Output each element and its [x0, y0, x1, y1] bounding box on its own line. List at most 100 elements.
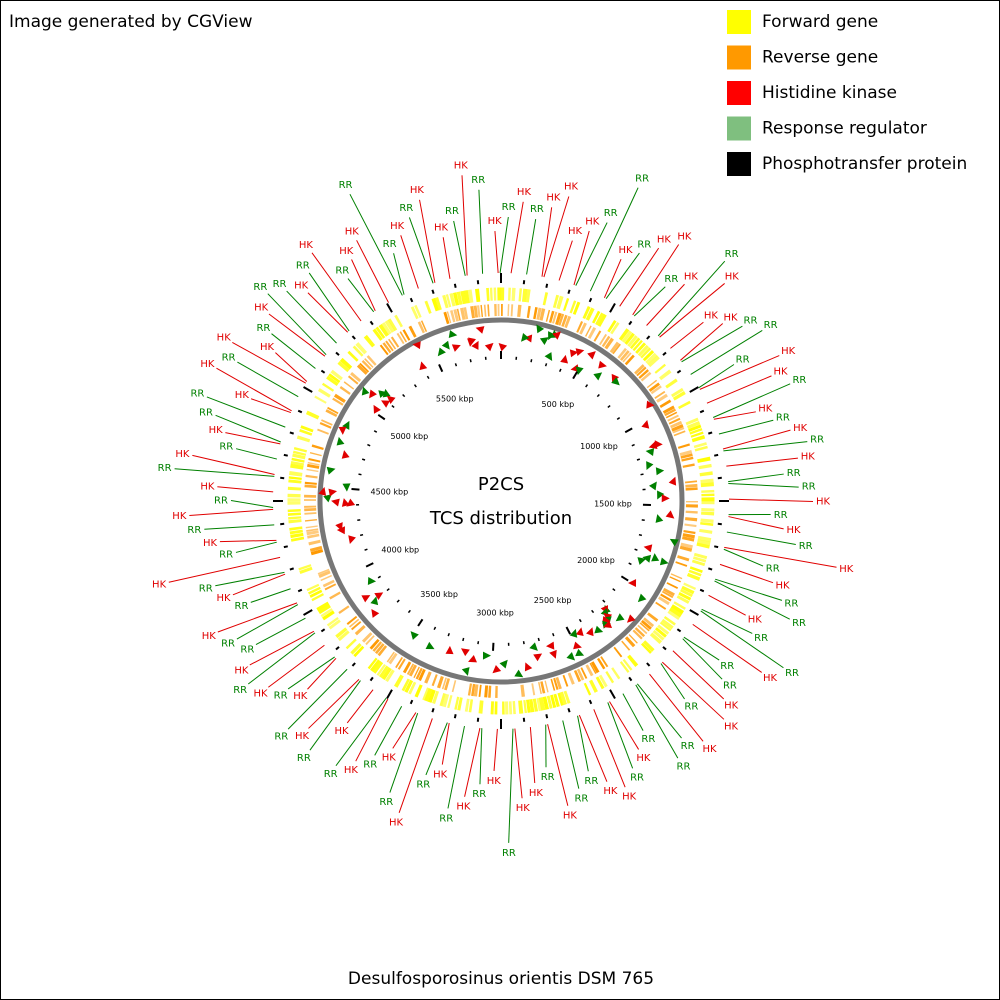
reverse-gene	[637, 624, 648, 635]
scale-tick	[469, 359, 472, 363]
forward-gene	[326, 375, 339, 387]
forward-gene	[394, 314, 403, 328]
forward-gene	[432, 690, 440, 705]
feature-label: HK	[235, 390, 250, 401]
forward-gene	[589, 679, 598, 693]
scale-tick	[386, 588, 390, 592]
feature-leader	[714, 580, 790, 620]
forward-gene	[559, 691, 567, 706]
tcs-marker	[649, 481, 657, 491]
reverse-gene	[661, 590, 674, 599]
feature-label: HK	[433, 769, 448, 780]
feature-label: HK	[382, 753, 397, 764]
forward-gene	[299, 428, 313, 436]
forward-gene	[353, 645, 365, 658]
reverse-gene	[397, 658, 406, 670]
feature-leader	[235, 448, 278, 460]
feature-leader	[635, 684, 679, 759]
feature-leader	[632, 244, 680, 316]
feature-label: HK	[585, 217, 600, 228]
feature-leader	[168, 556, 281, 583]
feature-leader	[573, 230, 590, 286]
tcs-marker	[451, 344, 461, 352]
feature-label: RR	[472, 789, 486, 800]
feature-label: RR	[725, 249, 739, 260]
tcs-marker	[412, 341, 421, 350]
feature-leader	[255, 617, 306, 646]
tcs-marker	[331, 498, 340, 507]
feature-leader	[660, 663, 685, 700]
forward-gene	[401, 678, 410, 692]
reverse-gene	[540, 681, 546, 694]
forward-gene	[424, 300, 432, 314]
feature-leader	[649, 673, 704, 742]
feature-leader	[346, 689, 374, 724]
feature-leader	[206, 396, 286, 428]
forward-gene	[290, 463, 304, 470]
forward-gene	[536, 697, 542, 712]
forward-gene	[414, 684, 423, 698]
reverse-gene	[680, 453, 693, 459]
phosphotransfer-mark	[699, 409, 705, 414]
tcs-marker	[468, 655, 477, 663]
phosphotransfer-mark	[335, 646, 340, 651]
feature-leader	[712, 383, 791, 418]
reverse-gene	[639, 622, 650, 632]
reverse-gene	[576, 668, 585, 681]
feature-leader	[398, 718, 433, 813]
forward-gene	[698, 463, 712, 470]
forward-gene	[309, 589, 323, 598]
feature-label: RR	[723, 680, 737, 691]
reverse-gene	[406, 663, 415, 675]
scale-label: 5000 kbp	[390, 432, 428, 441]
reverse-gene	[682, 536, 695, 542]
tcs-marker	[381, 400, 390, 408]
feature-leader	[219, 539, 277, 543]
forward-gene	[552, 294, 560, 309]
forward-gene	[598, 314, 607, 327]
reverse-gene	[648, 382, 661, 392]
forward-gene	[557, 692, 564, 706]
scale-tick	[364, 548, 368, 551]
feature-label: RR	[802, 482, 816, 493]
forward-gene	[290, 532, 304, 539]
reverse-gene	[321, 419, 333, 426]
phosphotransfer-mark	[628, 320, 633, 326]
reverse-gene	[329, 591, 341, 600]
feature-leader	[392, 712, 417, 749]
reverse-gene	[539, 308, 546, 321]
feature-leader	[250, 398, 292, 414]
legend-swatch	[727, 152, 751, 176]
feature-leader	[308, 679, 360, 729]
feature-leader	[461, 175, 468, 276]
feature-label: RR	[792, 375, 806, 386]
legend-swatch	[727, 116, 751, 141]
feature-leader	[713, 411, 756, 420]
feature-leader	[719, 563, 774, 584]
reverse-gene	[364, 358, 374, 368]
feature-leader	[400, 235, 419, 289]
feature-label: RR	[766, 563, 780, 574]
feature-leader	[646, 283, 685, 326]
tcs-marker	[575, 366, 584, 376]
feature-label: RR	[296, 260, 310, 271]
tcs-marker	[560, 354, 569, 364]
phosphotransfer-mark	[708, 431, 713, 435]
forward-gene	[685, 417, 699, 426]
phosphotransfer-mark	[453, 283, 457, 288]
feature-label: RR	[233, 685, 247, 696]
forward-gene	[689, 427, 703, 435]
forward-gene	[678, 592, 692, 601]
tcs-marker	[598, 360, 607, 369]
tcs-marker	[498, 342, 508, 352]
scale-tick	[373, 430, 378, 433]
phosphotransfer-mark	[351, 335, 356, 340]
feature-leader	[189, 508, 274, 517]
legend-swatch	[727, 45, 751, 70]
feature-label: HK	[758, 404, 773, 415]
feature-leader	[442, 237, 451, 279]
phosphotransfer-mark	[676, 369, 682, 374]
center-subtitle: TCS distribution	[429, 508, 572, 529]
feature-label: RR	[635, 174, 649, 185]
forward-gene	[690, 431, 704, 438]
